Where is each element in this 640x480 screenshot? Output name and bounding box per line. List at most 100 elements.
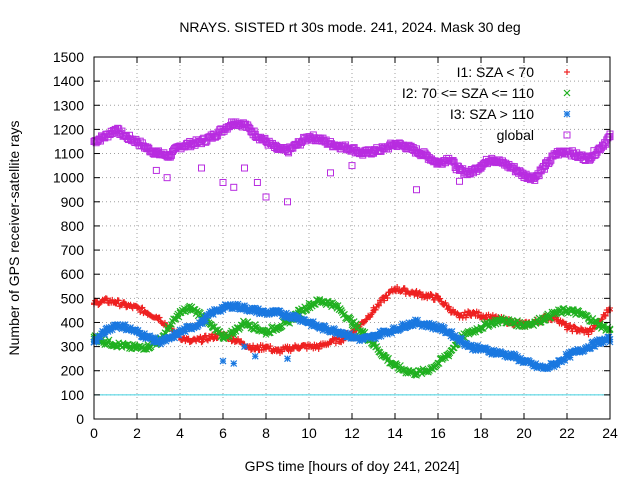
sample-point-global (449, 157, 457, 165)
sample-point-i1 (246, 343, 253, 350)
marker-stroke (359, 150, 367, 158)
data-point-i1 (284, 346, 291, 353)
data-point-global (348, 145, 356, 153)
data-point-i1 (198, 336, 205, 343)
marker-stroke (370, 147, 377, 155)
sample-point-i1 (601, 312, 608, 319)
marker-stroke (542, 162, 549, 170)
marker-stroke (466, 169, 474, 177)
sample-point-i1 (115, 297, 122, 304)
marker-stroke (587, 155, 595, 163)
data-point-i1 (402, 288, 409, 295)
data-point-i1 (327, 338, 334, 345)
marker-stroke (488, 154, 496, 162)
data-point-global (262, 137, 270, 145)
data-point-global (370, 147, 377, 155)
sample-point-i1 (332, 340, 339, 347)
sample-point-i3 (202, 318, 210, 325)
marker-stroke (552, 150, 560, 158)
marker-stroke (520, 171, 528, 179)
data-point-global (488, 154, 496, 162)
data-point-global (230, 118, 238, 126)
marker-stroke (176, 142, 184, 150)
data-point-global (101, 133, 109, 141)
sample-point-i1 (409, 288, 416, 295)
data-point-global (595, 145, 603, 153)
data-point-global (219, 125, 227, 133)
data-point-i1 (101, 297, 108, 304)
data-point-global (509, 164, 517, 172)
data-point-i1 (273, 348, 280, 355)
data-point-global (241, 121, 248, 129)
marker-stroke (155, 150, 162, 158)
sample-point-i1 (139, 304, 146, 311)
data-point-global (208, 133, 216, 141)
data-point-i1 (424, 292, 431, 299)
marker-stroke (208, 133, 216, 141)
marker-stroke (273, 145, 281, 153)
marker-stroke (105, 336, 113, 344)
marker-stroke (230, 118, 238, 126)
marker-stroke (167, 151, 175, 159)
data-point-i1 (144, 309, 151, 316)
data-point-global (423, 152, 431, 160)
sample-point-i1 (250, 342, 257, 349)
marker-stroke (531, 174, 539, 182)
data-point-i1 (585, 329, 592, 336)
data-point-i1 (123, 302, 130, 309)
data-point-i1 (413, 290, 420, 297)
marker-stroke (445, 154, 453, 162)
sample-point-i1 (401, 285, 408, 292)
marker-stroke (595, 145, 603, 153)
data-point-i1 (370, 307, 377, 314)
sample-point-global (587, 155, 595, 163)
marker-stroke (413, 147, 420, 155)
marker-stroke (219, 125, 227, 133)
sample-point-i1 (330, 336, 337, 343)
data-point-global (122, 133, 130, 141)
data-point-global (133, 137, 141, 145)
marker-stroke (198, 137, 205, 145)
marker-stroke (190, 305, 198, 313)
data-point-i1 (252, 346, 259, 353)
marker-stroke (165, 152, 173, 160)
data-point-global (574, 152, 582, 160)
data-point-global (337, 142, 345, 150)
data-point-global (316, 135, 324, 143)
marker-stroke (175, 313, 183, 321)
data-point-global (466, 169, 474, 177)
marker-stroke (380, 145, 388, 153)
marker-stroke (210, 323, 218, 331)
data-layer (90, 118, 614, 396)
data-point-i1 (381, 295, 388, 302)
marker-stroke (402, 142, 410, 150)
data-point-i1 (295, 343, 302, 350)
sample-point-global (604, 134, 612, 142)
data-point-global (294, 140, 302, 148)
data-point-global (112, 125, 119, 133)
sample-point-i1 (414, 293, 421, 300)
sample-point-i1 (378, 299, 385, 306)
data-point-global (434, 159, 442, 167)
data-point-global (284, 147, 291, 155)
data-point-i1 (134, 304, 140, 311)
marker-stroke (477, 162, 485, 170)
sample-point-i1 (571, 323, 578, 330)
sample-point-i1 (602, 312, 609, 319)
marker-stroke (122, 133, 130, 141)
sample-point-global (167, 151, 175, 159)
sample-point-i1 (238, 338, 245, 345)
sample-point-i2 (105, 336, 113, 344)
marker-stroke (391, 140, 399, 148)
sample-point-i1 (427, 291, 434, 298)
data-point-global (552, 150, 560, 158)
sample-point-i1 (428, 291, 435, 298)
data-point-global (165, 152, 173, 160)
data-point-global (391, 140, 399, 148)
sample-point-i1 (386, 289, 393, 296)
marker-stroke (262, 137, 270, 145)
data-point-i1 (359, 319, 366, 326)
marker-stroke (241, 121, 248, 129)
data-point-i1 (392, 285, 398, 292)
